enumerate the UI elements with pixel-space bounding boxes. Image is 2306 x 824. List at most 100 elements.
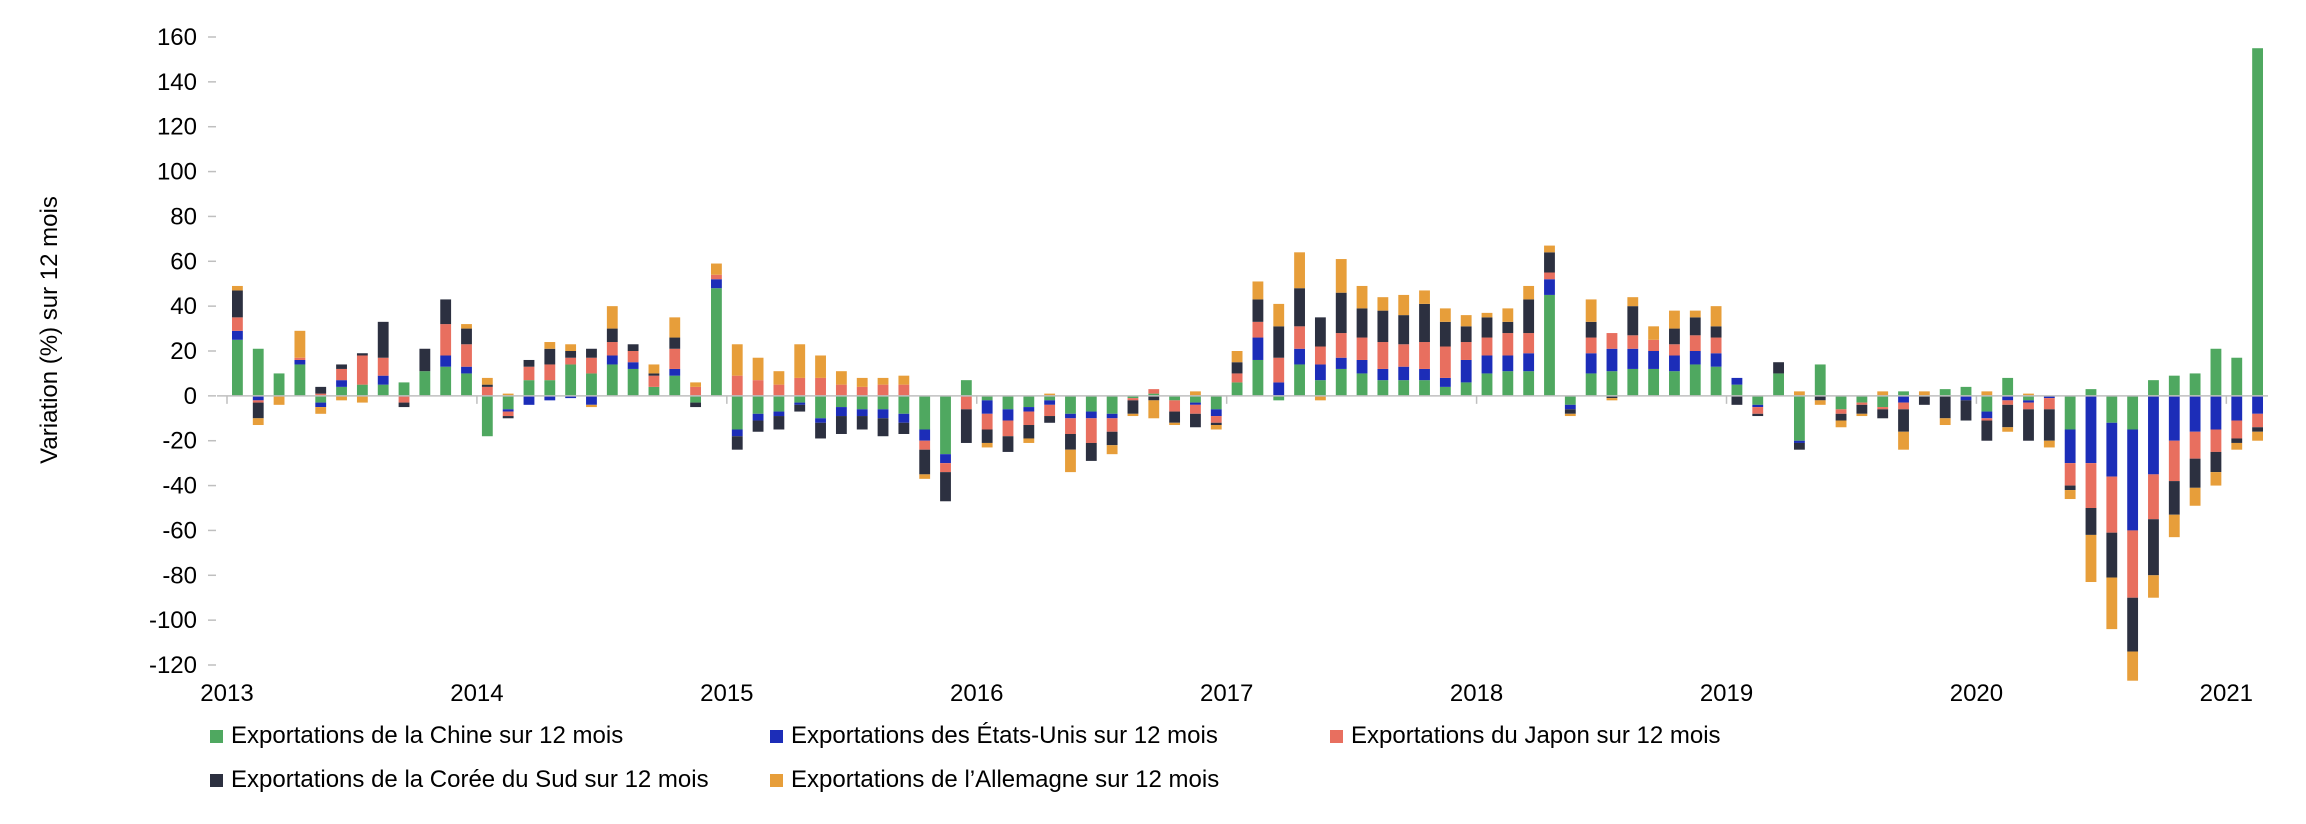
- bar-segment-series-1: [1814, 364, 1826, 396]
- bar-segment-series-2: [1023, 407, 1035, 412]
- bar-segment-series-3: [461, 344, 472, 367]
- bar-segment-series-3: [1606, 333, 1618, 349]
- bar-segment-series-1: [294, 364, 306, 396]
- bar-segment-series-3: [502, 411, 514, 417]
- bar-segment-series-1: [981, 395, 993, 401]
- bar-segment-series-1: [856, 395, 868, 410]
- bar-segment-series-4: [669, 337, 681, 349]
- bar-segment-series-1: [2064, 395, 2076, 430]
- bar-segment-series-5: [2043, 440, 2055, 448]
- bar-segment-series-2: [1523, 353, 1535, 372]
- bar-segment-series-2: [1419, 368, 1430, 381]
- bar-segment-series-5: [1918, 391, 1930, 396]
- legend-swatch: [1330, 729, 1343, 743]
- bar-segment-series-1: [669, 375, 681, 396]
- bar-segment-series-2: [1273, 382, 1285, 396]
- bar-segment-series-4: [2252, 427, 2264, 432]
- bar-segment-series-5: [2106, 577, 2118, 630]
- bar-segment-series-4: [2168, 481, 2180, 515]
- bar-segment-series-3: [440, 324, 452, 356]
- bar-segment-series-1: [544, 380, 556, 396]
- bar-segment-series-3: [1544, 272, 1555, 280]
- bar-segment-series-5: [2168, 514, 2180, 538]
- bar-segment-series-5: [1877, 391, 1889, 396]
- bar-segment-series-3: [1460, 342, 1472, 360]
- bar-segment-series-5: [1148, 400, 1160, 419]
- bar-segment-series-2: [294, 359, 306, 365]
- bar-segment-series-2: [1564, 404, 1576, 410]
- bar-segment-series-5: [315, 407, 327, 414]
- bar-segment-series-2: [1356, 359, 1368, 374]
- bar-segment-series-4: [1231, 362, 1243, 374]
- bar-segment-series-2: [2043, 395, 2055, 399]
- bar-segment-series-3: [627, 351, 639, 363]
- bar-segment-series-5: [1356, 285, 1368, 309]
- bar-segment-series-1: [877, 395, 889, 410]
- bar-segment-series-3: [1627, 335, 1639, 349]
- x-tick-label: 2017: [1200, 680, 1253, 707]
- bar-segment-series-1: [1627, 368, 1639, 396]
- bar-segment-series-3: [690, 386, 702, 396]
- y-tick-label: 140: [157, 69, 197, 96]
- bar-segment-series-1: [1085, 395, 1097, 412]
- bar-segment-series-4: [1065, 433, 1076, 450]
- bar-segment-series-1: [1231, 382, 1243, 396]
- bar-segment-series-4: [523, 359, 535, 367]
- bar-segment-series-2: [1585, 353, 1597, 374]
- bar-segment-series-4: [960, 409, 972, 443]
- y-tick-label: 20: [170, 338, 197, 365]
- bar-segment-series-3: [1190, 404, 1201, 414]
- bar-segment-series-3: [1502, 333, 1514, 356]
- bar-segment-series-1: [502, 395, 514, 410]
- bar-segment-series-4: [690, 402, 702, 408]
- bar-segment-series-5: [2231, 442, 2243, 450]
- bar-segment-series-3: [1335, 333, 1347, 358]
- bar-segment-series-3: [1065, 418, 1076, 434]
- bar-segment-series-5: [1419, 290, 1430, 304]
- bar-segment-series-1: [1939, 389, 1951, 396]
- bar-segment-series-3: [1419, 342, 1430, 369]
- bar-segment-series-3: [1106, 418, 1118, 432]
- bar-segment-series-3: [669, 348, 681, 369]
- bar-segment-series-4: [586, 348, 597, 358]
- bar-segment-series-4: [1710, 326, 1722, 338]
- bar-segment-series-3: [1481, 337, 1493, 356]
- bar-segment-series-4: [1898, 409, 1909, 432]
- bar-segment-series-4: [1398, 315, 1410, 345]
- bar-segment-series-2: [1002, 409, 1014, 421]
- bar-segment-series-2: [1190, 402, 1201, 405]
- bar-segment-series-3: [1044, 404, 1056, 417]
- bar-segment-series-5: [2148, 575, 2159, 598]
- bar-segment-series-4: [1835, 413, 1847, 421]
- bar-segment-series-3: [565, 357, 577, 365]
- legend-label: Exportations de la Corée du Sud sur 12 m…: [231, 766, 709, 793]
- bar-segment-series-5: [1398, 294, 1410, 316]
- bar-segment-series-4: [648, 373, 660, 376]
- bar-segment-series-4: [2189, 458, 2201, 488]
- legend-item: Exportations du Japon sur 12 mois: [1330, 722, 1721, 750]
- bar-segment-series-2: [2106, 422, 2118, 477]
- bar-segment-series-4: [1377, 310, 1389, 343]
- bar-segment-series-5: [565, 344, 577, 351]
- bar-segment-series-4: [940, 472, 951, 502]
- bar-segment-series-1: [1898, 391, 1909, 396]
- bar-segment-series-4: [356, 353, 368, 356]
- bar-segment-series-5: [773, 371, 785, 385]
- bar-segment-series-2: [877, 409, 889, 419]
- bar-segment-series-3: [2023, 402, 2034, 410]
- bar-segment-series-4: [1335, 292, 1347, 334]
- bar-segment-series-1: [586, 373, 597, 396]
- bar-segment-series-4: [731, 436, 743, 450]
- bar-segment-series-4: [440, 299, 452, 325]
- bar-segment-series-3: [1877, 407, 1889, 410]
- bar-segment-series-5: [2064, 490, 2076, 500]
- bar-segment-series-3: [1085, 418, 1097, 443]
- bar-segment-series-2: [1606, 348, 1618, 372]
- bar-segment-series-3: [2064, 463, 2076, 486]
- bar-segment-series-4: [606, 328, 618, 343]
- bar-segment-series-1: [1689, 364, 1701, 396]
- bar-segment-series-3: [1210, 416, 1222, 423]
- bar-segment-series-4: [1169, 411, 1181, 423]
- bar-segment-series-1: [2252, 48, 2264, 396]
- bar-segment-series-3: [2148, 474, 2159, 520]
